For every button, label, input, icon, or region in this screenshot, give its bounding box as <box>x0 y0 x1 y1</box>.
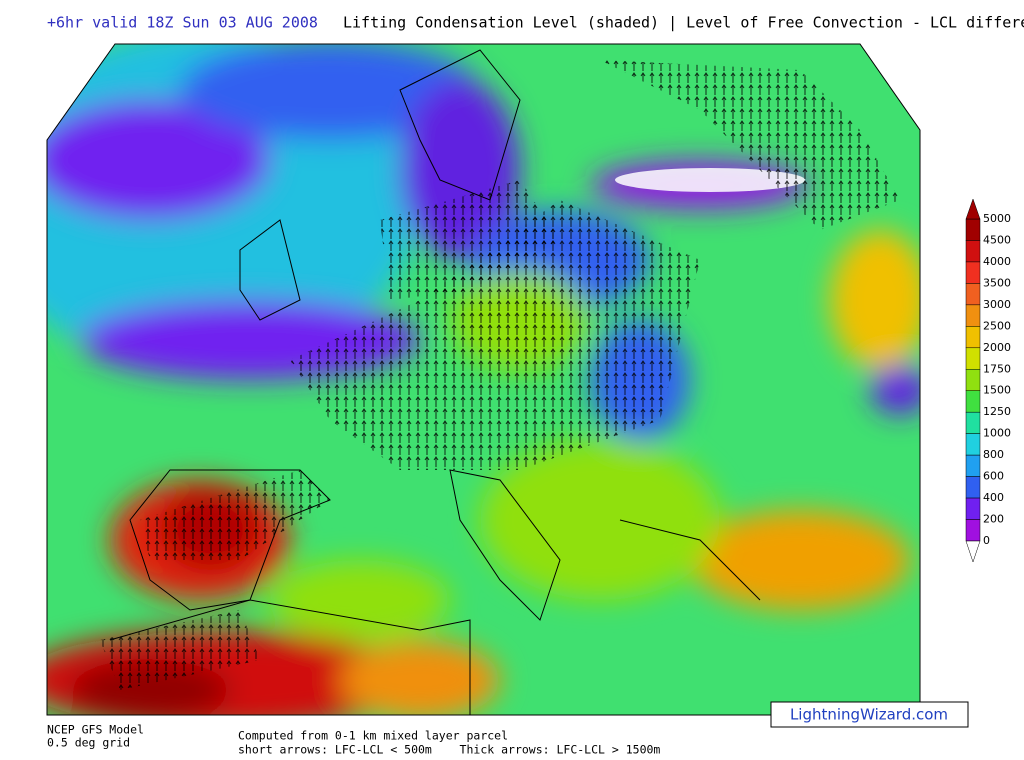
colorbar-label: 1500 <box>983 384 1011 397</box>
colorbar-label: 2000 <box>983 341 1011 354</box>
arrow-fields <box>100 60 900 690</box>
arrow-note: short arrows: LFC-LCL < 500m Thick arrow… <box>238 743 660 757</box>
colorbar-label: 400 <box>983 491 1004 504</box>
colorbar-band <box>965 347 981 370</box>
colorbar-label: 1750 <box>983 362 1011 375</box>
colorbar-label: 0 <box>983 534 990 547</box>
computed-note: Computed from 0-1 km mixed layer parcel <box>238 729 508 743</box>
brand: LightningWizard.com <box>790 706 948 724</box>
colorbar-band <box>965 369 981 391</box>
colorbar-band <box>965 454 981 477</box>
colorbar-band <box>965 240 981 263</box>
colorbar-band <box>965 261 981 284</box>
colorbar-band <box>965 326 981 349</box>
colorbar-label: 800 <box>983 448 1004 461</box>
valid-time: +6hr valid 18Z Sun 03 AUG 2008 <box>47 14 318 32</box>
map <box>47 44 920 715</box>
colorbar-label: 1250 <box>983 405 1011 418</box>
colorbar-band <box>965 497 981 520</box>
colorbar-top-arrow <box>965 198 981 220</box>
colorbar-band <box>965 390 981 413</box>
model-name: NCEP GFS Model <box>47 723 144 737</box>
colorbar-band <box>965 433 981 456</box>
colorbar-band <box>965 519 981 542</box>
grid-info: 0.5 deg grid <box>47 736 130 750</box>
colorbar-label: 2500 <box>983 319 1011 332</box>
colorbar-label: 3000 <box>983 298 1011 311</box>
colorbar-label: 4000 <box>983 255 1011 268</box>
brand-box <box>770 701 969 728</box>
colorbar-band <box>965 476 981 499</box>
colorbar-label: 1000 <box>983 427 1011 440</box>
colorbar-label: 600 <box>983 470 1004 483</box>
colorbar-bottom-arrow <box>965 540 981 563</box>
colorbar: 5000450040003500300025002000175015001250… <box>965 198 1011 563</box>
colorbar-band <box>965 218 981 241</box>
colorbar-band <box>965 304 981 327</box>
colorbar-label: 200 <box>983 513 1004 526</box>
colorbar-label: 4500 <box>983 233 1011 246</box>
coastlines <box>109 49 761 715</box>
colorbar-label: 5000 <box>983 212 1011 225</box>
map-title: Lifting Condensation Level (shaded) | Le… <box>343 14 1024 32</box>
colorbar-band <box>965 411 981 434</box>
colorbar-band <box>965 283 981 306</box>
colorbar-label: 3500 <box>983 276 1011 289</box>
white-area <box>615 168 805 192</box>
